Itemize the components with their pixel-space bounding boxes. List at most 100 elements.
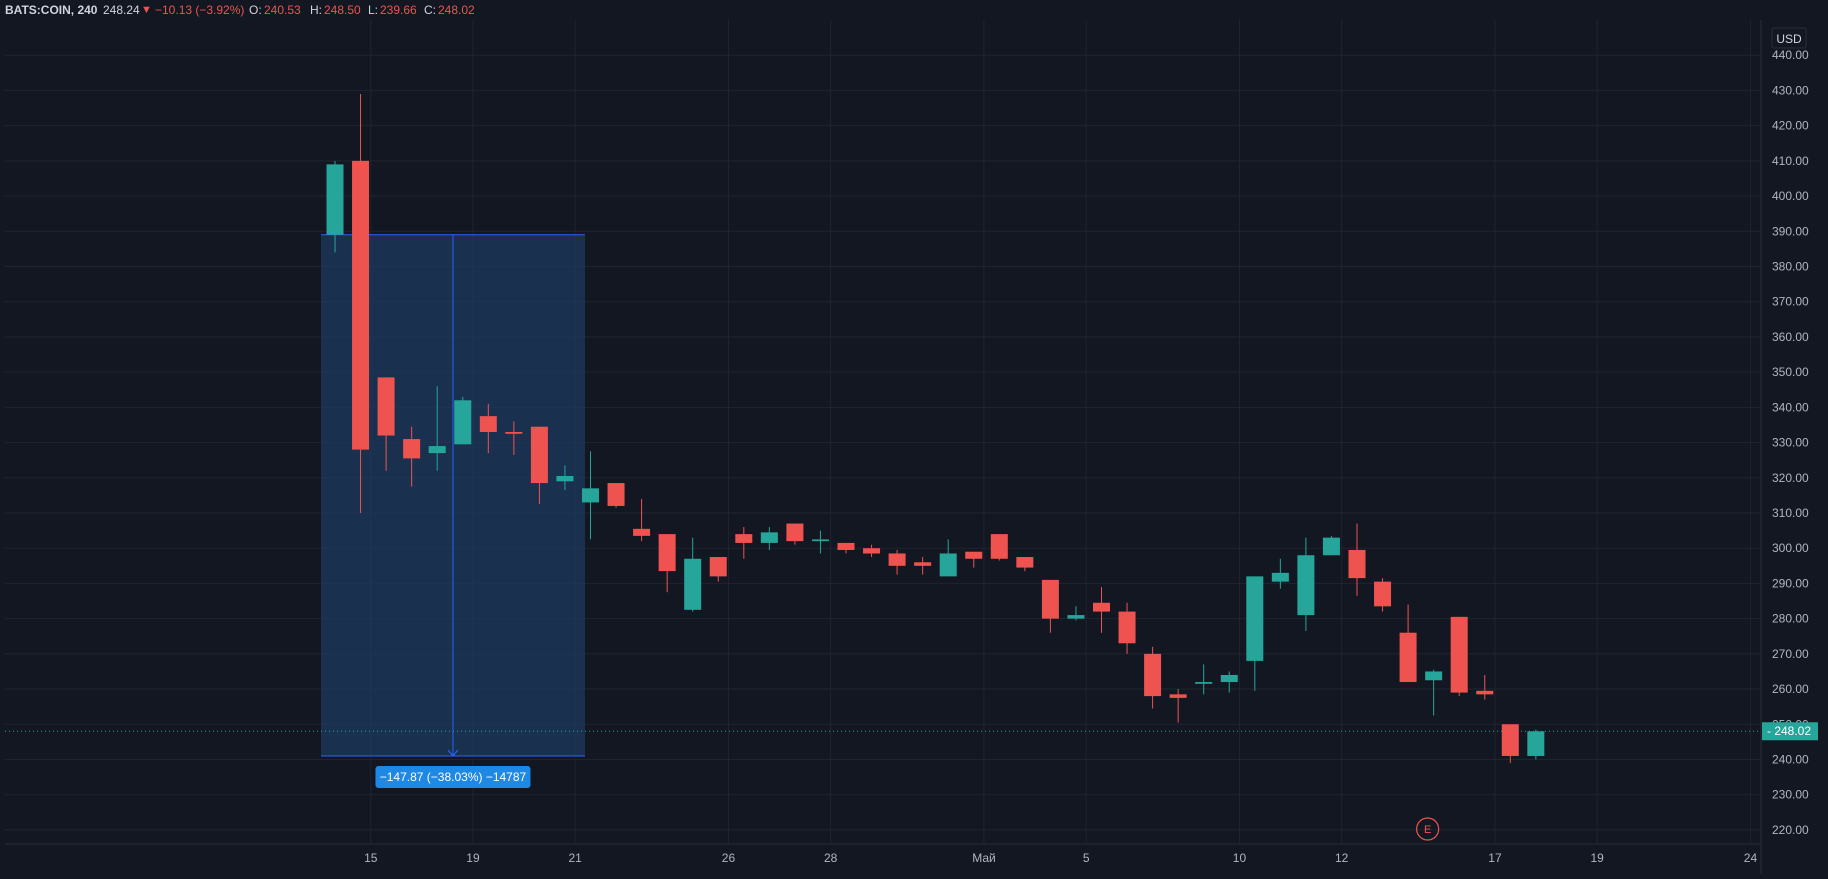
candle <box>1348 523 1366 596</box>
symbol-label[interactable]: BATS:COIN, 240 <box>5 3 98 17</box>
candle <box>888 549 906 575</box>
candle-body <box>1527 731 1545 756</box>
y-tick-label: 270.00 <box>1772 647 1809 661</box>
y-tick-label: 360.00 <box>1772 330 1809 344</box>
candlestick-chart[interactable]: −147.87 (−38.03%) −14787 440.00 430.00 420… <box>0 20 1828 874</box>
currency-label: USD <box>1776 32 1802 46</box>
candle <box>633 498 651 542</box>
grid-lines <box>5 20 1761 844</box>
candle <box>479 403 497 454</box>
candle-body <box>1322 537 1340 556</box>
y-tick-label: 280.00 <box>1772 612 1809 626</box>
candle <box>454 396 472 445</box>
y-tick-label: 320.00 <box>1772 471 1809 485</box>
y-tick-label: 220.00 <box>1772 823 1809 837</box>
x-tick-label: 24 <box>1744 851 1758 865</box>
candle-body <box>1450 616 1468 693</box>
candle-body <box>403 439 421 459</box>
candle-body <box>454 400 472 445</box>
candle-body <box>633 528 651 536</box>
x-tick-label: Май <box>972 851 996 865</box>
x-tick-label: 10 <box>1233 851 1247 865</box>
candle-body <box>530 426 548 484</box>
low-value: 239.66 <box>380 3 417 17</box>
candle-body <box>1271 572 1289 582</box>
candle <box>377 377 395 471</box>
candle <box>607 483 625 508</box>
candle <box>1144 646 1162 709</box>
candle-body <box>582 488 599 503</box>
candle-body <box>863 548 881 554</box>
candle-body <box>990 534 1008 559</box>
time-axis[interactable]: 15 19 21 26 28 Май 5 10 12 17 19 24 <box>5 843 1761 865</box>
y-tick-label: 410.00 <box>1772 154 1809 168</box>
measure-arrow-head-icon <box>447 749 459 757</box>
price-change-value: −10.13 (−3.92%) <box>155 3 245 17</box>
candle-body <box>786 523 804 542</box>
x-tick-label: 5 <box>1083 851 1090 865</box>
currency-badge[interactable]: USD <box>1771 27 1807 49</box>
candle-body <box>479 416 497 432</box>
candle-body <box>939 553 957 577</box>
candle <box>990 534 1008 561</box>
candle <box>582 451 599 540</box>
candle-body <box>556 476 574 482</box>
x-tick-label: 17 <box>1488 851 1502 865</box>
candle-body <box>735 534 753 543</box>
candle-body <box>1246 576 1264 661</box>
candle-body <box>760 532 778 543</box>
y-tick-label: 310.00 <box>1772 506 1809 520</box>
candle <box>1195 664 1213 695</box>
candle-body <box>326 164 344 235</box>
candle <box>1399 604 1417 683</box>
candle <box>735 527 753 559</box>
candle <box>684 537 702 612</box>
change-down-arrow-icon: ▼ <box>141 4 152 16</box>
candle-body <box>1144 653 1162 697</box>
candle <box>786 523 804 545</box>
y-tick-label: 400.00 <box>1772 189 1809 203</box>
candle <box>1016 557 1034 572</box>
candle-body <box>1425 671 1443 681</box>
y-tick-label: 430.00 <box>1772 83 1809 97</box>
candle <box>505 421 523 455</box>
measure-label-box[interactable] <box>375 765 531 788</box>
candle <box>1067 606 1085 621</box>
candle <box>863 544 881 558</box>
measure-label: −147.87 (−38.03%) −14787 <box>380 770 527 784</box>
candle <box>1118 602 1136 654</box>
candle <box>1220 671 1238 693</box>
earnings-marker-icon[interactable] <box>1416 817 1440 841</box>
candle-body <box>352 160 370 450</box>
candle-body <box>888 553 906 566</box>
candle <box>403 426 421 487</box>
candle-body <box>965 551 983 559</box>
y-tick-label: 420.00 <box>1772 119 1809 133</box>
candle-body <box>1476 690 1494 695</box>
price-axis[interactable]: 440.00 430.00 420.00 410.00 400.00 390.00 380.… <box>1760 20 1818 874</box>
candle-body <box>1016 557 1034 568</box>
candle <box>1425 669 1443 716</box>
candle <box>352 93 370 513</box>
markers: E <box>1416 817 1440 841</box>
x-tick-label: 28 <box>824 851 838 865</box>
chart-area[interactable]: −147.87 (−38.03%) −14787 440.00 430.00 420… <box>0 20 1828 874</box>
candle-body <box>1118 611 1136 644</box>
low-label: L: <box>368 3 379 17</box>
open-label: O: <box>249 3 262 17</box>
candle <box>556 465 574 491</box>
candle <box>1527 729 1545 760</box>
y-tick-label: 340.00 <box>1772 400 1809 414</box>
candle <box>1476 674 1494 700</box>
candle <box>965 551 983 568</box>
candle-body <box>837 542 855 550</box>
candle-body <box>1501 724 1519 756</box>
candle <box>760 527 778 550</box>
candle-body <box>1374 581 1392 607</box>
candle-body <box>505 432 523 434</box>
y-tick-label: 240.00 <box>1772 752 1809 766</box>
measure-tool[interactable]: −147.87 (−38.03%) −14787 <box>321 234 585 788</box>
y-tick-label: 330.00 <box>1772 436 1809 450</box>
candle-body <box>1041 579 1059 619</box>
candle-body <box>1093 602 1110 612</box>
